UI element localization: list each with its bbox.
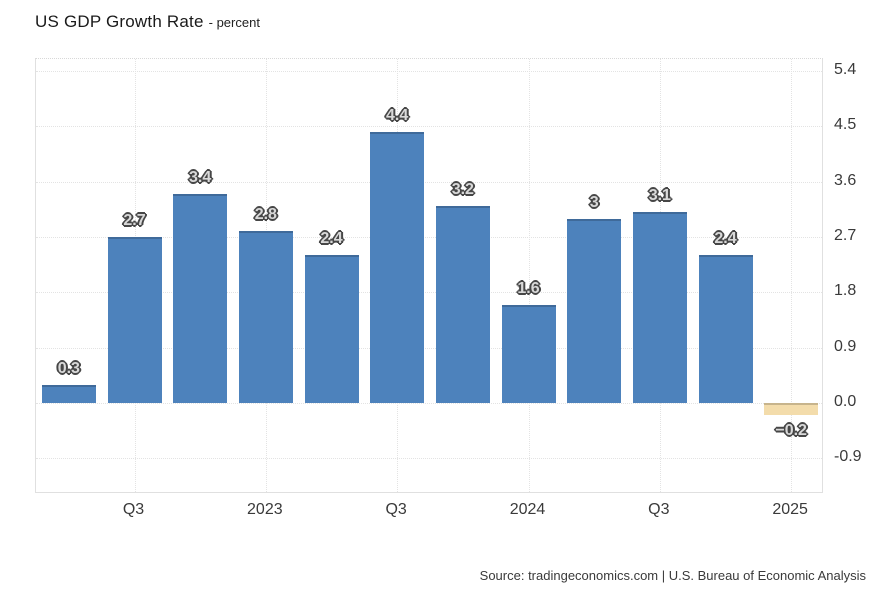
- bar-value-label: 3.4: [189, 168, 212, 186]
- gridline-horizontal: [36, 403, 822, 404]
- bar[interactable]: [41, 384, 96, 403]
- bar-value-label: 1.6: [517, 279, 540, 297]
- x-axis-tick-label: Q3: [122, 501, 145, 518]
- plot-area: 0.3 2.7 3.4 2.8 2.4 4.4 3.2 1.6 3 3.1 2.4 −0.2: [35, 58, 823, 493]
- bar-value-label: 2.4: [320, 230, 343, 248]
- bar-value-label: 3: [589, 193, 599, 211]
- page-title: US GDP Growth Rate: [35, 12, 204, 31]
- gridline-horizontal: [36, 458, 822, 460]
- y-axis-tick-label: 2.7: [834, 226, 857, 244]
- gridline-horizontal: [36, 70, 822, 72]
- y-axis-tick-label: -0.9: [834, 448, 862, 466]
- bar-value-label: 2.8: [254, 205, 277, 223]
- bar[interactable]: [173, 193, 228, 403]
- bar-negative[interactable]: [764, 403, 819, 416]
- y-axis-tick-label: 3.6: [834, 171, 857, 189]
- page-subtitle: - percent: [208, 15, 260, 30]
- gridline-vertical: [791, 59, 793, 492]
- gridline-horizontal: [36, 126, 822, 128]
- bar-value-label: 2.7: [123, 211, 146, 229]
- x-axis-tick-label: Q3: [385, 501, 407, 518]
- bar-value-label: 2.4: [714, 230, 737, 248]
- bar-value-label: 3.1: [648, 187, 671, 205]
- x-axis-tick-label: 2023: [247, 501, 283, 518]
- y-axis-tick-label: 0.0: [834, 393, 857, 410]
- bar-value-label: 0.3: [57, 359, 80, 377]
- bar[interactable]: [501, 304, 556, 403]
- x-axis-tick-label: 2024: [509, 501, 546, 518]
- bar[interactable]: [107, 236, 162, 403]
- gridline-horizontal: [36, 236, 822, 238]
- bar-value-label: 4.4: [386, 107, 409, 125]
- x-axis-tick-label: Q3: [648, 501, 670, 518]
- bar[interactable]: [632, 212, 687, 403]
- bar[interactable]: [304, 255, 359, 403]
- gridline-horizontal: [36, 347, 822, 349]
- bar[interactable]: [370, 132, 425, 403]
- y-axis-tick-label: 0.9: [834, 337, 857, 355]
- bar[interactable]: [567, 218, 622, 403]
- gridline-vertical: [528, 59, 530, 492]
- x-axis-tick-label: 2025: [772, 501, 808, 518]
- y-axis-tick-label: 4.5: [834, 116, 857, 134]
- y-axis-tick-label: 1.8: [834, 282, 857, 300]
- chart-header: US GDP Growth Rate - percent: [35, 12, 260, 32]
- gridline-horizontal: [36, 181, 822, 183]
- bar[interactable]: [238, 230, 293, 403]
- y-axis-tick-label: 5.4: [834, 60, 857, 78]
- bar[interactable]: [435, 206, 490, 403]
- gridline-horizontal: [36, 292, 822, 294]
- bar[interactable]: [698, 255, 753, 403]
- bar-value-label: −0.2: [775, 422, 807, 440]
- bar-value-label: 3.2: [451, 181, 474, 199]
- source-attribution: Source: tradingeconomics.com | U.S. Bure…: [479, 568, 866, 583]
